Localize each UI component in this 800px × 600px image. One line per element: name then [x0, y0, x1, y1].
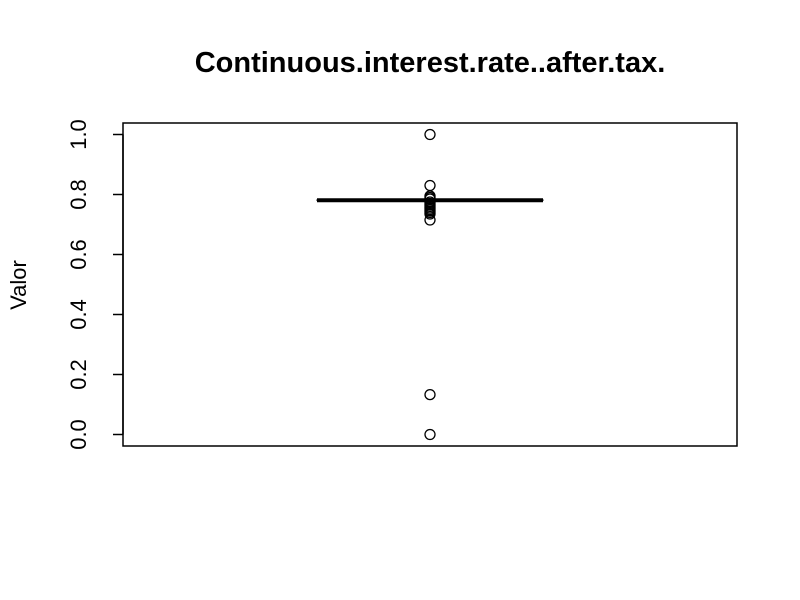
y-tick-label: 0.0 — [66, 419, 91, 450]
outlier-point — [424, 214, 436, 226]
plot-frame — [122, 122, 738, 447]
outlier-group — [424, 128, 436, 441]
y-axis-label: Valor — [6, 260, 31, 310]
chart-title: Continuous.interest.rate..after.tax. — [195, 47, 666, 79]
outlier-point — [424, 208, 436, 220]
y-axis: 0.0 0.2 0.4 0.6 0.8 1.0 — [66, 119, 124, 450]
y-tick-label: 0.4 — [66, 299, 91, 330]
y-tick-label: 0.6 — [66, 239, 91, 270]
y-tick-label: 1.0 — [66, 119, 91, 150]
outlier-point — [424, 179, 436, 192]
outlier-point — [424, 128, 436, 141]
y-tick-label: 0.8 — [66, 179, 91, 210]
y-tick-label: 0.2 — [66, 359, 91, 390]
outlier-point — [424, 428, 436, 441]
outlier-point — [424, 388, 436, 401]
